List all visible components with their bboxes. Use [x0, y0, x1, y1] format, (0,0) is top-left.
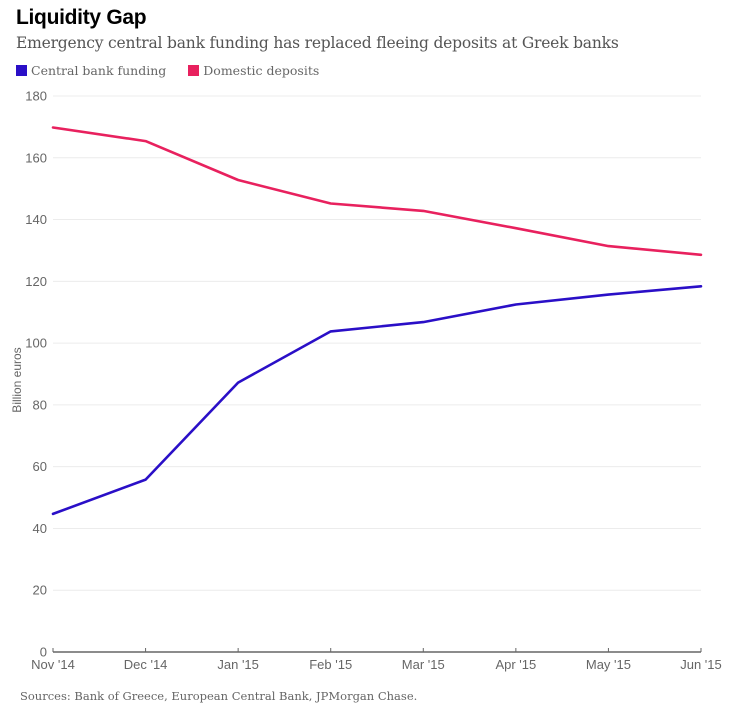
- y-tick-label-120: 120: [25, 274, 47, 289]
- legend: Central bank funding Domestic deposits: [16, 63, 341, 78]
- y-tick-label-140: 140: [25, 212, 47, 227]
- x-tick-label: Mar '15: [402, 657, 445, 672]
- y-tick-label-160: 160: [25, 150, 47, 165]
- legend-item-domestic-deposits: Domestic deposits: [188, 63, 319, 78]
- x-axis: Nov '14 Dec '14 Jan '15 Feb '15 Mar '15 Apr '…: [31, 648, 722, 672]
- x-tick-label: Dec '14: [124, 657, 168, 672]
- y-tick-label-0: 0: [40, 645, 47, 660]
- legend-swatch-central-bank-funding: [16, 65, 27, 76]
- legend-label-domestic-deposits: Domestic deposits: [203, 63, 320, 78]
- y-tick-label-80: 80: [33, 397, 47, 412]
- y-tick-label-180: 180: [25, 89, 47, 104]
- x-tick-label: Nov '14: [31, 657, 75, 672]
- chart-title: Liquidity Gap: [16, 6, 147, 29]
- gridlines: [53, 95, 701, 591]
- y-tick-label-20: 20: [33, 583, 47, 598]
- y-tick-label-60: 60: [33, 459, 47, 474]
- series-line-domestic-deposits: [51, 126, 703, 257]
- y-axis-label: Billion euros: [10, 347, 24, 412]
- y-axis-ticks: 0 20 40 60 80 100 120 140 160 180: [25, 89, 47, 660]
- legend-swatch-domestic-deposits: [188, 65, 200, 76]
- x-tick-label: Feb '15: [309, 657, 352, 672]
- y-tick-label-100: 100: [25, 336, 47, 351]
- x-tick-label: Jan '15: [217, 657, 259, 672]
- x-tick-label: Apr '15: [495, 657, 536, 672]
- series-lines: [51, 126, 703, 516]
- x-tick-label: Jun '15: [680, 657, 722, 672]
- y-tick-label-40: 40: [33, 521, 47, 536]
- source-note: Sources: Bank of Greece, European Centra…: [20, 689, 418, 703]
- series-line-central-bank-funding: [51, 284, 703, 516]
- chart-subtitle: Emergency central bank funding has repla…: [16, 34, 619, 52]
- x-tick-label: May '15: [586, 657, 631, 672]
- legend-label-central-bank-funding: Central bank funding: [31, 63, 167, 78]
- legend-item-central-bank-funding: Central bank funding: [16, 63, 166, 78]
